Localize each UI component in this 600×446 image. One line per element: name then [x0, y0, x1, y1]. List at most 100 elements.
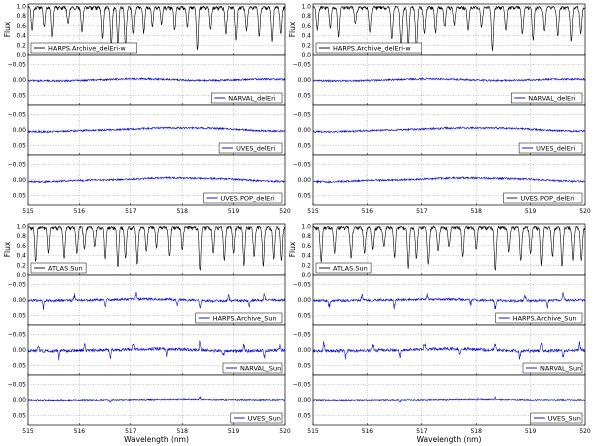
- y-tick-label: 0.05: [13, 93, 27, 100]
- residual-series-line: [312, 292, 586, 310]
- legend-box: [495, 312, 583, 324]
- legend: UVES.POP_delEri: [203, 192, 283, 204]
- y-tick-label: −0.05: [8, 161, 27, 168]
- residual-panel: −0.05 0.00 0.05 UVES_Sun: [293, 374, 586, 426]
- residual-panel: −0.05 0.00 0.05 HARPS.Archive_Sun: [293, 274, 586, 326]
- legend: UVES_Sun: [230, 412, 283, 424]
- x-tick-label: 516: [74, 208, 86, 215]
- y-tick-label: 0.6: [16, 243, 26, 250]
- spectrum-figure-top-right: 1.0 0.8 0.6 0.4 0.2 0.0 HARPS.Archive_delEri-w…: [288, 3, 591, 215]
- y-tick-label: −0.05: [8, 281, 27, 288]
- y-tick-label: −0.05: [293, 381, 312, 388]
- residual-panel: −0.05 0.00 0.05 UVES_Sun: [8, 374, 286, 426]
- y-tick-label: 0.00: [13, 127, 27, 134]
- legend-label: UVES_Sun: [248, 414, 281, 422]
- flux-panel: 1.0 0.8 0.6 0.4 0.2 0.0 ATLAS.Sun Flux: [3, 223, 286, 279]
- residual-panel: −0.05 0.00 0.05 NARVAL_Sun: [8, 324, 286, 376]
- legend-box: [518, 142, 583, 154]
- legend-label: UVES.POP_delEri: [521, 194, 575, 202]
- residual-series-line: [27, 175, 286, 184]
- legend-box: [218, 142, 283, 154]
- y-tick-label: 1.0: [301, 3, 311, 10]
- y-tick-label: 0.00: [298, 347, 312, 354]
- residual-series-line: [312, 396, 586, 403]
- y-tick-label: 0.2: [301, 42, 311, 49]
- y-tick-label: 1.0: [16, 223, 26, 230]
- x-tick-label: 520: [579, 428, 591, 435]
- y-tick-label: −0.05: [293, 111, 312, 118]
- y-tick-label: −0.05: [8, 61, 27, 68]
- flux-series-line: [312, 5, 586, 52]
- residual-series-line: [312, 176, 586, 184]
- x-tick-label: 515: [307, 428, 319, 435]
- residual-panel: −0.05 0.00 0.05 UVES.POP_delEri: [8, 154, 286, 206]
- legend-box: [30, 262, 87, 274]
- legend: HARPS.Archive_Sun: [195, 312, 283, 324]
- x-tick-label: 518: [176, 208, 188, 215]
- x-tick-label: 516: [362, 208, 374, 215]
- legend-box: [222, 362, 283, 374]
- x-tick-label: 517: [125, 208, 137, 215]
- flux-panel: 1.0 0.8 0.6 0.4 0.2 0.0 ATLAS.Sun Flux: [288, 223, 586, 279]
- y-tick-label: 0.8: [301, 13, 311, 20]
- y-tick-label: 0.2: [301, 262, 311, 269]
- residual-panel: −0.05 0.00 0.05 UVES_delEri: [293, 104, 586, 156]
- legend: NARVAL_delEri: [511, 92, 583, 104]
- x-axis-label: Wavelength (nm): [124, 435, 189, 444]
- y-tick-label: −0.05: [8, 331, 27, 338]
- residual-series-line: [27, 76, 286, 83]
- legend-label: NARVAL_Sun: [240, 364, 281, 372]
- x-tick-label: 520: [279, 208, 291, 215]
- residual-series-line: [312, 76, 586, 83]
- legend: ATLAS.Sun: [30, 262, 87, 274]
- legend-label: NARVAL_Sun: [540, 364, 581, 372]
- residual-series-line: [27, 291, 286, 310]
- legend: NARVAL_Sun: [222, 362, 283, 374]
- legend: HARPS.Archive_delEri-w: [315, 42, 423, 54]
- residual-panel: −0.05 0.00 0.05 UVES_delEri: [8, 104, 286, 156]
- legend-box: [195, 312, 283, 324]
- residual-panel: −0.05 0.00 0.05 NARVAL_Sun: [293, 324, 586, 376]
- legend-label: HARPS.Archive_delEri-w: [333, 44, 411, 52]
- legend: NARVAL_Sun: [522, 362, 583, 374]
- y-tick-label: −0.05: [293, 61, 312, 68]
- residual-panel: −0.05 0.00 0.05 HARPS.Archive_Sun: [8, 274, 286, 326]
- y-axis-label: Flux: [288, 241, 297, 257]
- y-tick-label: 0.05: [13, 313, 27, 320]
- residual-series-line: [27, 126, 286, 134]
- spectrum-figure-top-left: 1.0 0.8 0.6 0.4 0.2 0.0 HARPS.Archive_delEri-w…: [3, 3, 291, 215]
- legend-box: [203, 192, 283, 204]
- legend-label: HARPS.Archive_Sun: [513, 314, 577, 322]
- x-tick-label: 517: [125, 428, 137, 435]
- y-tick-label: 0.05: [298, 313, 312, 320]
- residual-panel: −0.05 0.00 0.05 NARVAL_delEri: [293, 54, 586, 106]
- y-tick-label: 1.0: [16, 3, 26, 10]
- y-tick-label: 0.4: [16, 33, 26, 40]
- y-tick-label: 0.05: [13, 193, 27, 200]
- y-tick-label: 0.05: [298, 193, 312, 200]
- y-tick-label: 0.00: [13, 297, 27, 304]
- x-tick-label: 516: [74, 428, 86, 435]
- x-tick-label: 515: [22, 428, 34, 435]
- y-tick-label: 0.05: [298, 93, 312, 100]
- x-tick-label: 519: [525, 428, 537, 435]
- y-tick-label: 0.6: [301, 23, 311, 30]
- y-tick-label: 0.0: [16, 272, 26, 279]
- legend-label: ATLAS.Sun: [48, 264, 83, 272]
- legend: UVES_delEri: [518, 142, 583, 154]
- legend-label: HARPS.Archive_Sun: [213, 314, 277, 322]
- legend-box: [315, 42, 423, 54]
- y-tick-label: 0.4: [301, 253, 311, 260]
- y-axis-label: Flux: [288, 21, 297, 37]
- y-tick-label: 0.00: [298, 397, 312, 404]
- legend-box: [211, 92, 283, 104]
- y-tick-label: 0.2: [16, 262, 26, 269]
- legend: UVES_Sun: [530, 412, 583, 424]
- legend-box: [530, 412, 583, 424]
- flux-series-line: [27, 225, 286, 271]
- y-tick-label: −0.05: [293, 331, 312, 338]
- x-tick-label: 518: [470, 208, 482, 215]
- spectrum-figure-bottom-left: 1.0 0.8 0.6 0.4 0.2 0.0 ATLAS.Sun Flux −0.05 0.00…: [3, 223, 291, 444]
- y-tick-label: 0.8: [301, 233, 311, 240]
